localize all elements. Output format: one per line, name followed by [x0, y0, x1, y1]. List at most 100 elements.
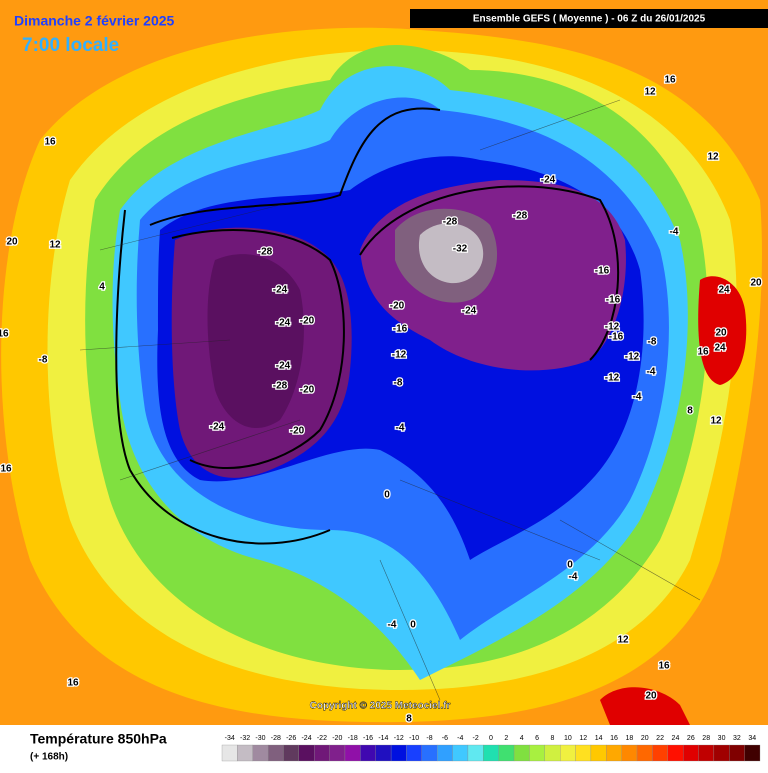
- colorbar-swatch: [636, 744, 653, 762]
- colorbar-swatch: [513, 744, 530, 762]
- colorbar-label: -10: [409, 735, 419, 742]
- colorbar-swatch: [406, 744, 422, 762]
- colorbar-label: -2: [473, 735, 479, 742]
- contour-label: 0: [384, 490, 390, 501]
- contour-label: -4: [388, 620, 397, 631]
- colorbar-label: 12: [579, 735, 587, 742]
- contour-label: -16: [606, 295, 621, 306]
- contour-label: -4: [569, 572, 578, 583]
- colorbar-label: 34: [748, 735, 756, 742]
- contour-label: -12: [605, 373, 620, 384]
- contour-label: 16: [67, 678, 79, 689]
- colorbar-swatch: [221, 744, 238, 762]
- colorbar-label: 16: [610, 735, 618, 742]
- colorbar-swatch: [529, 744, 545, 762]
- colorbar-swatch: [606, 744, 622, 762]
- contour-label: 12: [49, 240, 61, 251]
- contour-label: 8: [406, 714, 412, 725]
- date: Dimanche 2 février 2025: [14, 13, 175, 29]
- contour-label: -32: [453, 244, 468, 255]
- contour-label: -8: [648, 337, 657, 348]
- colorbar-label: 2: [504, 735, 508, 742]
- colorbar-swatch: [252, 744, 269, 762]
- contour-label: -28: [258, 247, 273, 258]
- contour-label: 12: [710, 416, 722, 427]
- contour-label: -24: [276, 318, 291, 329]
- contour-label: -24: [273, 285, 288, 296]
- colorbar-swatch: [267, 744, 284, 762]
- colorbar-swatch: [237, 744, 253, 762]
- contour-label: -20: [290, 426, 305, 437]
- contour-labels: -28 -24 -24 -20 -24 -28 -20 -24 -20 -28 -32 -24 -20 -…: [0, 73, 763, 726]
- colorbar-label: -16: [363, 735, 373, 742]
- contour-label: -24: [276, 361, 291, 372]
- contour-label: -28: [513, 211, 528, 222]
- contour-label: 0: [567, 560, 573, 571]
- colorbar-label: 4: [520, 735, 524, 742]
- lead-time: (+ 168h): [30, 752, 68, 763]
- colorbar-label: 22: [656, 735, 664, 742]
- contour-label: 16: [658, 661, 670, 672]
- colorbar-swatch: [329, 744, 346, 762]
- contour-label: 16: [0, 329, 9, 340]
- colorbar-swatch: [483, 744, 499, 762]
- time: 7:00 locale: [22, 35, 119, 56]
- contour-label: -12: [625, 352, 640, 363]
- colorbar-swatch: [744, 744, 761, 762]
- contour-label: -8: [39, 355, 48, 366]
- colorbar-swatch: [590, 744, 607, 762]
- colorbar-swatch: [560, 744, 576, 762]
- contour-label: -4: [670, 227, 679, 238]
- contour-label: -16: [393, 324, 408, 335]
- colorbar-label: 10: [564, 735, 572, 742]
- contour-label: 20: [715, 328, 727, 339]
- colorbar-label: 8: [551, 735, 555, 742]
- contour-label: 4: [99, 282, 105, 293]
- colorbar-label: -22: [317, 735, 327, 742]
- colorbar-swatch: [652, 744, 668, 762]
- contour-label: 16: [697, 347, 709, 358]
- colorbar-swatch: [375, 744, 392, 762]
- colorbar-swatch: [621, 744, 638, 762]
- colorbar-swatch: [544, 744, 561, 762]
- contour-label: 20: [6, 237, 18, 248]
- colorbar-swatch: [452, 744, 469, 762]
- colorbar-swatch: [283, 744, 300, 762]
- contour-label: -20: [390, 301, 405, 312]
- run-banner: [410, 9, 768, 28]
- contour-label: -16: [609, 332, 624, 343]
- contour-label: -24: [210, 422, 225, 433]
- colorbar-label: -14: [378, 735, 388, 742]
- colorbar-label: -26: [286, 735, 296, 742]
- contour-label: -12: [605, 322, 620, 333]
- contour-label: -16: [595, 266, 610, 277]
- colorbar-label: -18: [348, 735, 358, 742]
- contour-label: -20: [300, 385, 315, 396]
- colorbar-label: 14: [595, 735, 603, 742]
- contour-label: -4: [396, 423, 405, 434]
- contour-label: 24: [718, 285, 730, 296]
- contour-label: -24: [462, 306, 477, 317]
- colorbar-swatch: [698, 744, 715, 762]
- colorbar-label: 26: [687, 735, 695, 742]
- colorbar-swatch: [390, 744, 407, 762]
- colorbar-label: -32: [240, 735, 250, 742]
- variable: Température 850hPa: [30, 731, 167, 747]
- contour-label: -28: [273, 381, 288, 392]
- colorbar-label: -34: [225, 735, 235, 742]
- contour-label: -20: [300, 316, 315, 327]
- colorbar-label: 6: [535, 735, 539, 742]
- colorbar-swatch: [344, 744, 361, 762]
- contour-label: -8: [394, 378, 403, 389]
- colorbar-label: 28: [702, 735, 710, 742]
- contour-label: 12: [644, 87, 656, 98]
- colorbar-swatch: [713, 744, 730, 762]
- colorbar-label: 18: [625, 735, 633, 742]
- contour-label: -12: [392, 350, 407, 361]
- contour-label: 20: [645, 691, 657, 702]
- colorbar-swatch: [575, 744, 592, 762]
- contour-label: 16: [664, 75, 676, 86]
- contour-label: 0: [410, 620, 416, 631]
